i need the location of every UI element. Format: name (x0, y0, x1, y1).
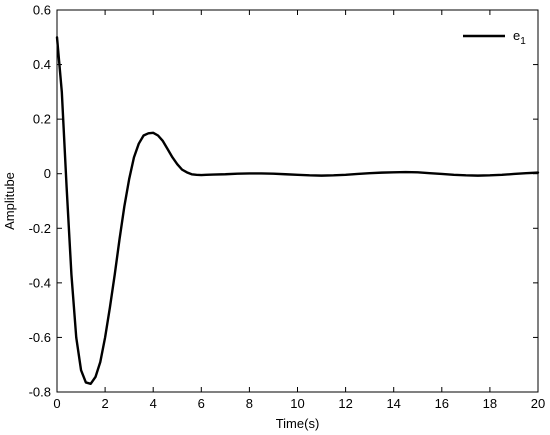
y-tick-label: 0 (44, 166, 51, 181)
axis-tick-labels: 0 2 4 6 8 10 12 14 16 18 20 -0.8 -0.6 -0.4 -0.2 0 0.2 0.4… (29, 3, 546, 412)
y-tick-label: -0.6 (29, 330, 51, 345)
x-tick-label: 0 (53, 396, 60, 411)
plot-area-frame (56, 9, 539, 393)
x-tick-label: 20 (531, 396, 545, 411)
x-tick-label: 2 (101, 396, 108, 411)
y-axis-label: Amplitube (2, 172, 17, 230)
legend-label-e1: e1 (513, 28, 526, 47)
x-tick-label: 10 (290, 396, 304, 411)
legend-label-subscript: 1 (520, 36, 526, 47)
y-tick-label: -0.4 (29, 275, 51, 290)
y-tick-label: -0.2 (29, 221, 51, 236)
x-tick-label: 12 (338, 396, 352, 411)
x-tick-label: 4 (150, 396, 157, 411)
x-tick-label: 18 (483, 396, 497, 411)
y-tick-label: 0.2 (33, 112, 51, 127)
legend: e1 (463, 28, 526, 47)
y-tick-label: 0.6 (33, 3, 51, 18)
series-line-e1 (55, 36, 540, 386)
x-tick-label: 14 (386, 396, 400, 411)
y-tick-label: -0.8 (29, 385, 51, 400)
x-axis-label: Time(s) (276, 416, 320, 431)
axis-ticks (56, 9, 539, 393)
x-tick-label: 8 (246, 396, 253, 411)
y-tick-label: 0.4 (33, 57, 51, 72)
legend-label-base: e (513, 28, 520, 43)
x-tick-label: 6 (198, 396, 205, 411)
x-tick-label: 16 (435, 396, 449, 411)
